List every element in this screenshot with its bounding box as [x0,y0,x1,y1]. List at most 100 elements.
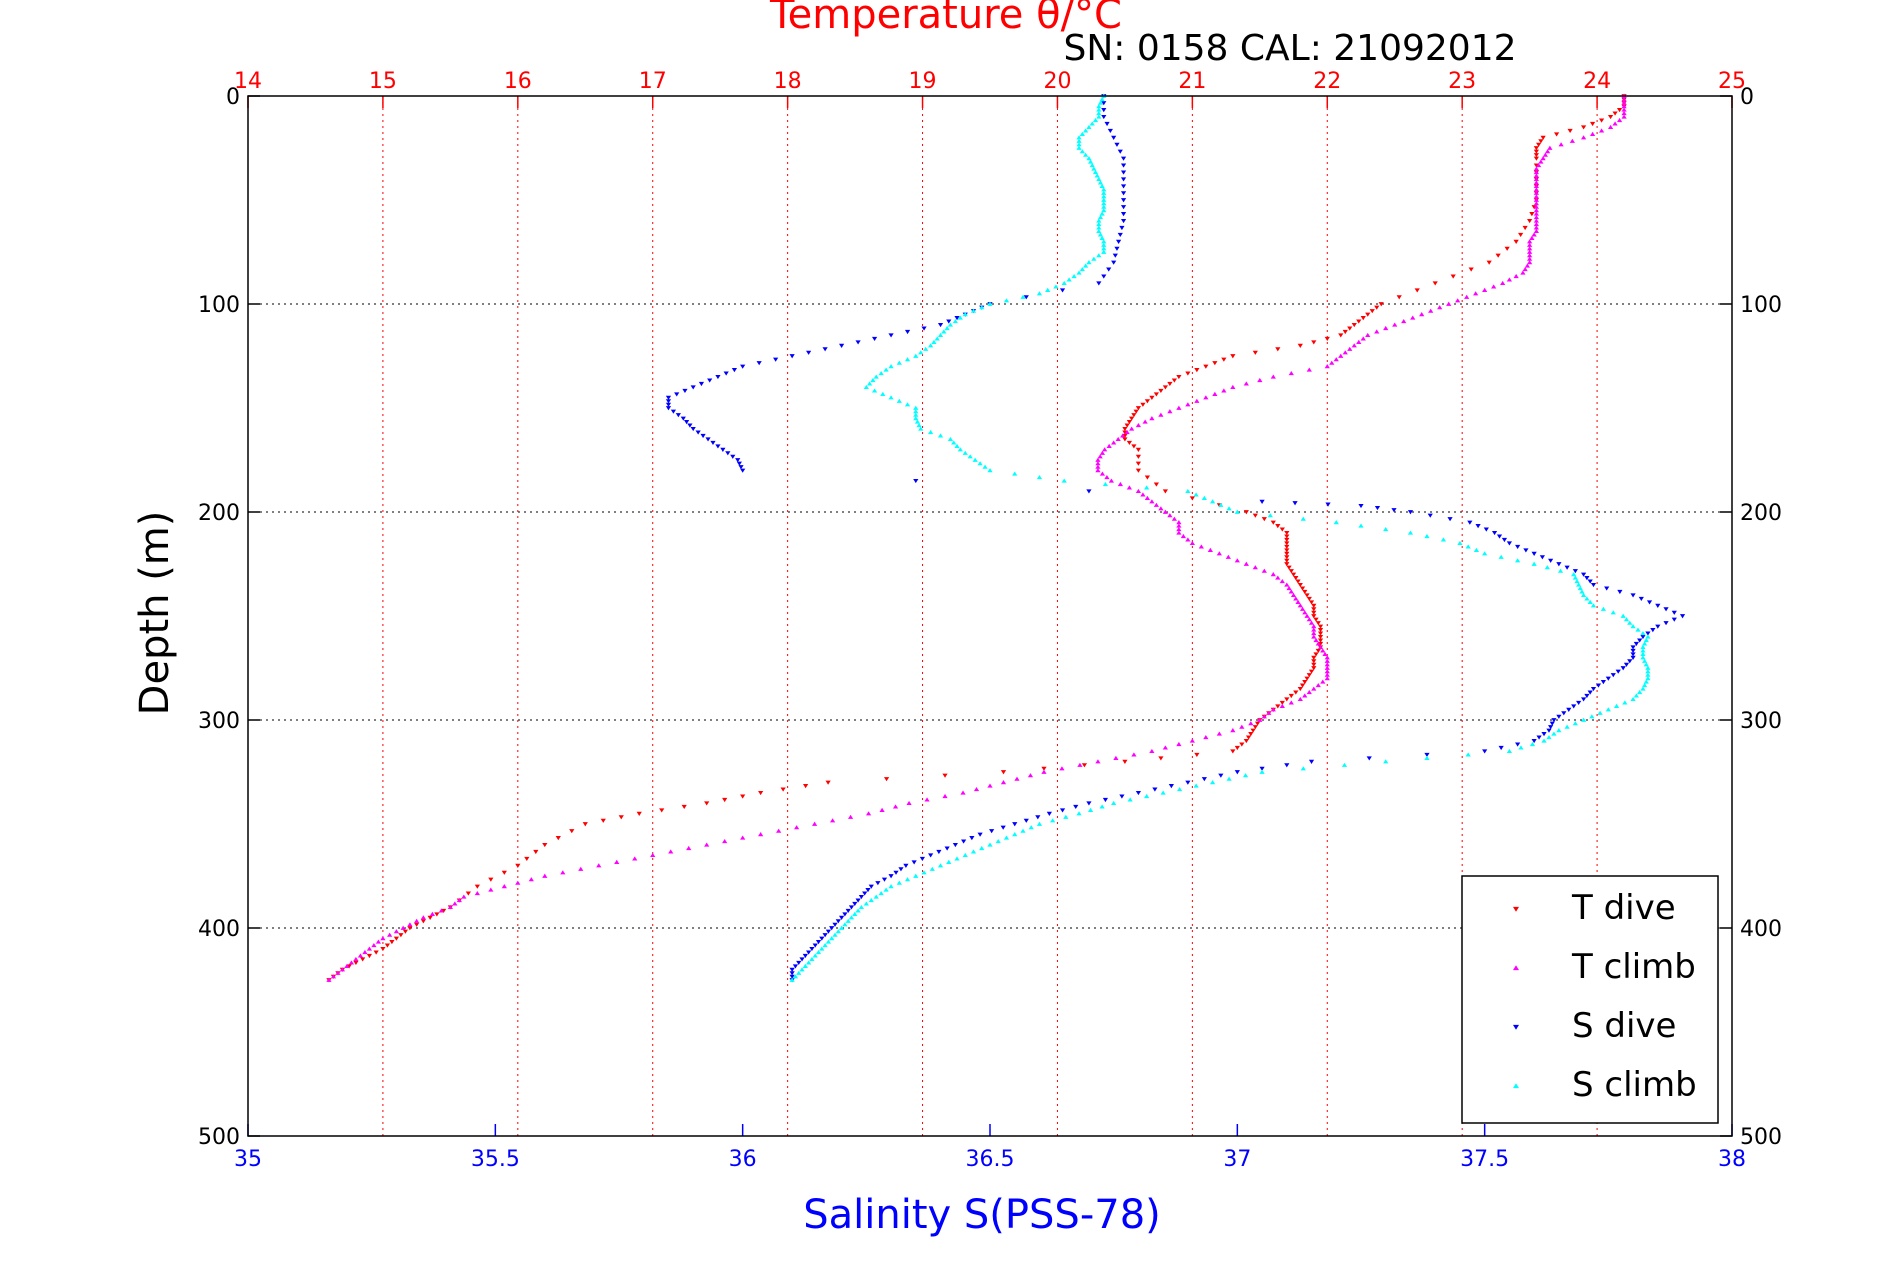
s-climb-point [962,312,968,317]
s-climb-point [1572,575,1578,580]
t-dive-point [1189,496,1195,501]
t-dive-point [1153,392,1159,397]
t-climb-point [1144,495,1150,500]
s-dive-point [977,832,983,837]
t-dive-point [488,877,494,882]
t-dive-point [515,863,521,868]
t-climb-point [1266,710,1272,715]
s-climb-point [1645,665,1651,670]
t-dive-point [1529,212,1535,217]
s-dive-point [1604,586,1610,591]
t-dive-point [1284,697,1290,702]
t-climb-point [812,821,818,826]
s-climb-point [1226,776,1232,781]
s-dive-point [665,406,672,411]
s-dive-point [1587,579,1593,584]
depth-tick-label-right: 400 [1740,917,1782,942]
s-climb-point [913,409,919,414]
t-climb-point [1171,516,1177,521]
s-climb-point [1407,530,1414,535]
t-climb-point [1115,436,1121,442]
s-dive-point [1424,752,1430,758]
s-dive-point [871,336,878,342]
t-climb-point [1527,260,1533,265]
s-climb-point [1091,256,1097,261]
t-climb-point [686,845,692,851]
t-climb-point [1324,655,1330,660]
t-climb-point [740,835,746,840]
s-dive-point [773,357,779,362]
s-climb-point [806,960,812,965]
chart-title: Temperature θ/°C [769,0,1122,38]
s-dive-point [1630,652,1636,657]
t-dive-point [384,943,391,948]
t-climb-point [1302,693,1308,698]
depth-tick-label-right: 300 [1740,709,1782,734]
salinity-tick-label: 38 [1718,1147,1746,1172]
s-dive-point [806,350,812,355]
t-climb-point [1216,551,1222,556]
s-climb-point [1185,488,1191,494]
s-climb-point [1424,755,1430,760]
t-climb-point [1203,734,1209,740]
s-climb-point [1101,190,1107,195]
t-climb-point [892,804,899,809]
t-climb-point [407,922,413,927]
s-climb-point [796,970,802,975]
t-dive-point [1286,565,1292,570]
s-climb-point [1050,818,1056,823]
t-climb-point [1176,520,1182,525]
s-climb-point [1218,502,1224,507]
s-climb-point [1061,280,1067,286]
t-dive-point [1616,108,1623,113]
s-dive-point [845,908,851,914]
t-climb-point [1135,488,1141,494]
s-climb-point [957,447,963,452]
s-dive-point [1467,520,1473,525]
s-climb-point [1383,759,1389,764]
s-dive-point [1120,198,1127,203]
s-climb-point [1643,679,1649,684]
s-climb-point [1234,509,1240,514]
t-dive-point [1533,156,1539,161]
t-dive-point [1284,562,1290,567]
t-climb-point [1401,318,1407,324]
t-climb-point [1333,357,1339,362]
t-dive-point [1317,631,1324,636]
s-climb-point [870,377,876,383]
t-dive-point [1284,530,1290,536]
s-dive-point [1366,756,1372,761]
s-climb-point [1099,235,1105,240]
s-dive-point [1630,645,1636,650]
s-dive-point [725,451,731,456]
t-climb-point [371,942,377,948]
t-climb-point [1533,190,1539,195]
t-dive-point [1598,118,1605,123]
s-dive-point [1119,225,1125,231]
t-climb-point [1059,766,1065,771]
s-dive-point [921,326,927,331]
t-climb-point [1533,194,1539,199]
s-dive-point [1111,260,1117,265]
t-climb-point [1158,412,1164,417]
s-climb-point [1096,114,1102,119]
s-climb-point [1640,655,1646,660]
t-climb-point [1290,592,1297,598]
t-dive-point [1234,745,1240,751]
s-dive-point [1498,745,1504,751]
s-dive-point [1655,624,1661,629]
t-climb-point [461,894,467,899]
s-dive-point [670,409,677,414]
s-climb-point [802,963,808,968]
salinity-tick-label: 35 [234,1147,262,1172]
s-dive-point [1576,700,1582,706]
t-climb-point [1279,578,1285,584]
s-dive-point [1515,742,1521,747]
s-climb-point [1094,173,1100,178]
s-climb-point [1633,693,1639,698]
s-climb-point [914,419,921,424]
s-climb-point [1610,610,1616,615]
t-climb-point [1533,183,1539,188]
s-dive-point [1120,191,1127,196]
s-dive-point [961,839,967,844]
